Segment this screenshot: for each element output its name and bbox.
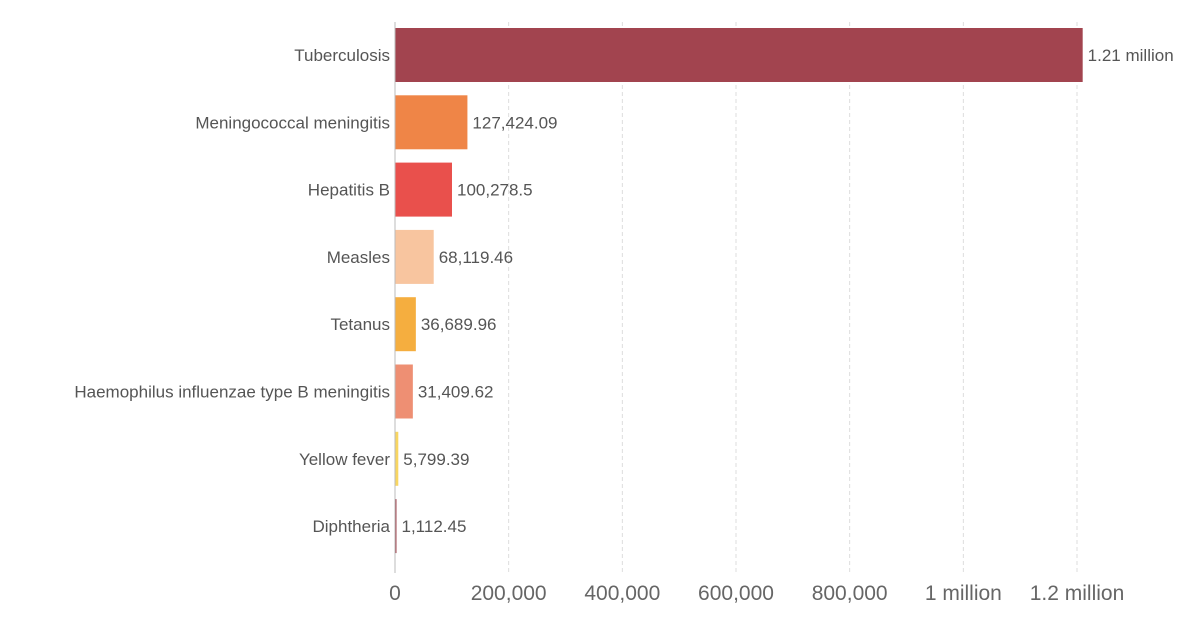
bar xyxy=(395,28,1083,82)
category-label: Measles xyxy=(327,248,390,267)
x-tick-label: 600,000 xyxy=(698,582,774,605)
category-label: Tetanus xyxy=(330,315,390,334)
value-label: 1,112.45 xyxy=(402,517,467,536)
bar xyxy=(395,297,416,352)
grid-lines xyxy=(508,22,1078,573)
x-tick-label: 800,000 xyxy=(812,582,888,605)
category-label: Meningococcal meningitis xyxy=(195,113,390,132)
bar xyxy=(395,95,468,150)
bars xyxy=(395,28,1083,554)
value-label: 68,119.46 xyxy=(439,248,513,267)
bar xyxy=(395,364,413,419)
x-tick-label: 1 million xyxy=(925,582,1002,605)
category-label: Hepatitis B xyxy=(308,181,390,200)
value-label: 127,424.09 xyxy=(472,113,557,132)
category-label: Diphtheria xyxy=(313,517,391,536)
x-tick-label: 1.2 million xyxy=(1030,582,1125,605)
value-label: 100,278.5 xyxy=(457,181,533,200)
category-label: Tuberculosis xyxy=(294,46,390,65)
value-label: 5,799.39 xyxy=(403,450,469,469)
bar xyxy=(395,162,452,217)
bar xyxy=(395,499,397,554)
x-tick-label: 200,000 xyxy=(471,582,547,605)
bar xyxy=(395,229,434,284)
category-label: Haemophilus influenzae type B meningitis xyxy=(74,383,390,402)
value-label: 31,409.62 xyxy=(418,383,494,402)
bar xyxy=(395,431,399,486)
x-axis-ticks: 0 200,000 400,000 600,000 800,000 1 million 1.… xyxy=(389,582,1124,605)
value-label: 36,689.96 xyxy=(421,315,497,334)
x-tick-label: 0 xyxy=(389,582,401,605)
value-label: 1.21 million xyxy=(1088,46,1174,65)
labels: Tuberculosis 1.21 million Meningococcal me… xyxy=(74,46,1173,536)
x-tick-label: 400,000 xyxy=(584,582,660,605)
category-label: Yellow fever xyxy=(299,450,390,469)
